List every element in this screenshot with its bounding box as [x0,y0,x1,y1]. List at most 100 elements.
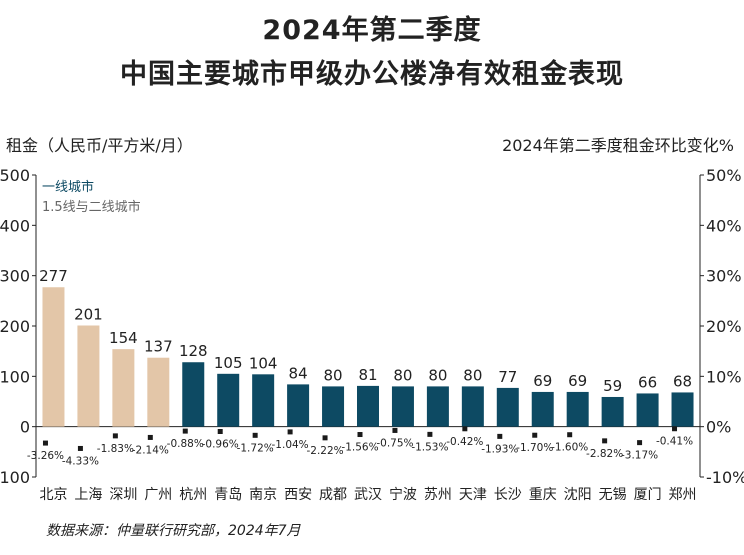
change-marker [217,428,223,434]
bar [42,287,65,427]
change-label: -0.41% [656,436,693,448]
category-label: 天津 [459,487,487,503]
category-label: 青岛 [214,487,242,503]
bar [601,396,624,427]
bar [566,391,589,427]
category-label: 苏州 [424,487,452,503]
y-axis-left-title: 租金（人民币/平方米/月） [6,136,193,155]
change-label: -1.93% [481,443,518,455]
bar [496,387,519,427]
category-label: 深圳 [109,487,137,503]
bar-value-label: 66 [638,373,657,391]
bar [671,392,694,427]
bar-value-label: 68 [673,372,692,390]
change-marker [77,445,83,451]
bar-value-label: 104 [249,354,278,372]
y-tick-label: 100 [0,367,30,386]
bar [182,362,205,427]
change-marker [357,432,363,438]
change-marker [532,432,538,438]
bar-value-label: 137 [144,338,173,356]
change-marker [322,435,328,441]
change-label: -0.96% [202,438,239,450]
bar-value-label: 277 [39,267,68,285]
bar-value-label: 59 [603,377,622,395]
change-label: -1.60% [551,442,588,454]
change-marker [427,431,433,437]
bar-value-label: 80 [393,366,412,384]
category-label: 无锡 [599,487,627,503]
category-label: 武汉 [354,487,382,503]
y-tick-label: 0 [20,418,30,437]
y-tick-label: 200 [0,317,30,336]
bar [252,374,275,427]
category-label: 南京 [249,487,277,503]
bar [531,391,554,427]
legend-item-tier1: 一线城市 [42,179,94,195]
y-axis-right-title: 2024年第二季度租金环比变化% [502,136,734,155]
category-label: 成都 [319,487,347,503]
category-label: 西安 [284,487,312,503]
bar-value-label: 69 [533,372,552,390]
category-label: 北京 [39,487,67,503]
category-label: 重庆 [529,487,557,503]
bar [147,357,170,427]
change-label: -3.26% [27,450,64,462]
change-label: -4.33% [62,455,99,467]
bar [461,386,484,427]
bar-value-label: 128 [179,342,208,360]
change-label: -0.42% [446,436,483,448]
bar [357,385,379,427]
bar-value-label: 80 [463,366,482,384]
bar-value-label: 69 [568,372,587,390]
legend-item-tier2: 1.5线与二线城市 [42,199,141,215]
change-marker [42,440,48,446]
bar [112,349,135,427]
change-marker [147,434,153,440]
bar-value-label: 84 [289,364,308,382]
category-label: 厦门 [634,487,662,503]
y-tick-label: 400 [0,216,30,235]
change-label: -3.17% [621,450,658,462]
bar [77,325,100,427]
change-marker [602,438,608,444]
change-label: -0.88% [167,438,204,450]
change-label: -2.82% [586,448,623,460]
y2-tick-label: 50% [706,166,742,185]
bar [322,386,345,427]
change-marker [672,426,678,432]
category-label: 广州 [144,487,172,503]
change-marker [497,433,503,439]
category-label: 宁波 [389,486,417,503]
change-label: -1.70% [516,442,553,454]
change-label: -2.14% [132,444,169,456]
bar-value-label: 80 [428,366,447,384]
bar-value-label: 81 [358,366,377,384]
bar [391,386,414,427]
change-marker [112,433,118,439]
change-marker [252,432,258,438]
y2-tick-label: -10% [706,468,744,487]
y2-tick-label: 30% [706,267,742,286]
category-label: 上海 [74,487,102,503]
y2-tick-label: 10% [706,367,742,386]
y2-tick-label: 0% [706,418,731,437]
bar [287,384,310,427]
bar [426,386,449,427]
data-source-note: 数据来源：仲量联行研究部，2024年7月 [46,523,301,539]
bar-value-label: 77 [498,368,517,386]
y2-tick-label: 20% [706,317,742,336]
y2-tick-label: 40% [706,216,742,235]
y-tick-label: 500 [0,166,30,185]
change-label: -1.83% [97,443,134,455]
change-label: -1.72% [237,442,274,454]
change-marker [567,432,573,438]
change-label: -0.75% [376,437,413,449]
bar-value-label: 105 [214,354,243,372]
chart-title-line2: 中国主要城市甲级办公楼净有效租金表现 [120,59,624,90]
change-label: -1.04% [272,439,309,451]
category-label: 长沙 [494,487,522,503]
category-label: 杭州 [179,487,207,503]
change-marker [637,440,643,446]
